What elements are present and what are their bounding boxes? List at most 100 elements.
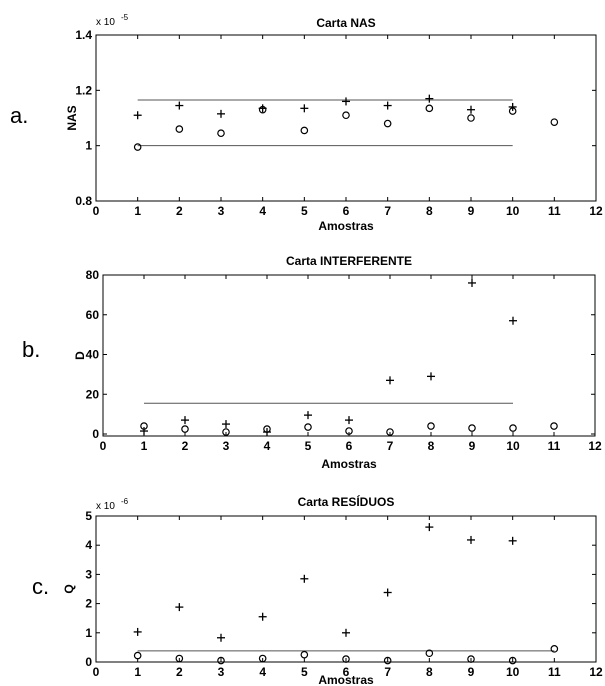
plus-marker <box>217 109 225 118</box>
circle-marker <box>550 422 558 430</box>
circle-marker <box>508 656 517 665</box>
plus-marker <box>258 612 267 621</box>
x-tick-label: 2 <box>176 204 183 218</box>
x-tick-label: 12 <box>589 204 603 218</box>
circle-marker <box>304 423 312 431</box>
plus-marker <box>133 111 142 120</box>
x-tick-label: 7 <box>384 665 391 679</box>
x-tick-label: 8 <box>426 204 433 218</box>
circle-marker <box>342 655 350 663</box>
plus-marker <box>383 588 392 597</box>
x-tick-label: 3 <box>218 665 225 679</box>
plus-marker <box>425 94 434 103</box>
x-tick-label: 12 <box>589 665 603 679</box>
axis-exponent-power: -5 <box>121 13 129 22</box>
circle-marker <box>383 119 392 128</box>
circle-marker <box>345 427 353 435</box>
plot-frame <box>102 274 596 437</box>
plot-frame <box>95 515 597 663</box>
y-tick-label: 80 <box>86 268 100 282</box>
plus-marker <box>342 628 350 637</box>
circle-marker <box>425 104 434 113</box>
x-axis-label: Amostras <box>318 673 374 686</box>
panel-label: a. <box>10 103 28 128</box>
x-tick-label: 7 <box>387 439 394 453</box>
chart-title: Carta INTERFERENTE <box>286 254 412 268</box>
x-tick-label: 9 <box>468 204 475 218</box>
circle-marker <box>217 656 225 665</box>
circle-marker <box>133 651 142 660</box>
y-tick-label: 1 <box>85 139 92 153</box>
x-tick-label: 12 <box>588 439 602 453</box>
x-tick-label: 7 <box>384 204 391 218</box>
y-axis-label: D <box>73 351 87 360</box>
plus-marker <box>222 420 230 429</box>
plus-marker <box>425 523 434 532</box>
y-tick-label: 5 <box>85 509 92 523</box>
circle-marker <box>258 654 267 663</box>
plus-marker <box>140 427 148 436</box>
circle-marker <box>258 105 267 114</box>
circle-marker <box>550 645 559 653</box>
plus-marker <box>133 627 142 636</box>
circle-marker <box>427 422 435 430</box>
y-axis-label: Q <box>62 584 76 593</box>
circle-marker <box>386 428 394 436</box>
plus-marker <box>509 316 517 325</box>
chart-title: Carta NAS <box>316 16 375 30</box>
x-tick-label: 2 <box>182 439 189 453</box>
x-tick-label: 11 <box>548 204 561 218</box>
circle-marker <box>175 125 184 133</box>
panel-label: b. <box>22 337 40 362</box>
plus-marker <box>342 97 350 106</box>
x-tick-label: 0 <box>93 204 100 218</box>
circle-marker <box>467 114 475 122</box>
x-tick-label: 6 <box>346 439 353 453</box>
x-tick-label: 2 <box>176 665 183 679</box>
circle-marker <box>222 428 230 436</box>
x-tick-label: 5 <box>301 204 308 218</box>
plus-marker <box>217 633 225 642</box>
circle-marker <box>181 425 189 433</box>
x-tick-label: 0 <box>93 665 100 679</box>
plus-marker <box>467 535 475 544</box>
x-tick-label: 3 <box>218 204 225 218</box>
x-tick-label: 6 <box>343 204 350 218</box>
x-tick-label: 5 <box>301 665 308 679</box>
circle-marker <box>300 650 309 659</box>
plus-marker <box>508 102 517 111</box>
x-tick-label: 4 <box>259 665 266 679</box>
x-tick-label: 10 <box>506 665 520 679</box>
panel-label: c. <box>32 574 49 599</box>
circle-marker <box>263 425 271 433</box>
x-tick-label: 1 <box>134 665 141 679</box>
circle-marker <box>425 649 434 658</box>
plus-marker <box>427 372 435 381</box>
plus-marker <box>175 101 184 110</box>
axis-exponent-label: x 10 <box>96 17 115 28</box>
plus-marker <box>304 411 312 420</box>
y-tick-label: 1.4 <box>75 28 92 42</box>
plus-marker <box>300 574 309 583</box>
plus-marker <box>175 603 184 612</box>
circle-marker <box>550 118 559 126</box>
x-tick-label: 4 <box>259 204 266 218</box>
x-tick-label: 9 <box>469 439 476 453</box>
x-tick-label: 8 <box>426 665 433 679</box>
circle-marker <box>467 655 475 663</box>
axis-exponent-power: -6 <box>121 497 129 506</box>
y-tick-label: 0.8 <box>75 194 92 208</box>
x-tick-label: 11 <box>548 665 561 679</box>
circle-marker <box>300 126 309 135</box>
x-tick-label: 0 <box>100 439 107 453</box>
circle-marker <box>175 654 184 663</box>
circle-marker <box>133 143 142 151</box>
x-tick-label: 9 <box>468 665 475 679</box>
y-tick-label: 1 <box>85 626 92 640</box>
y-tick-label: 0 <box>85 655 92 669</box>
y-tick-label: 20 <box>86 387 100 401</box>
circle-marker <box>468 424 476 432</box>
x-tick-label: 11 <box>548 439 561 453</box>
